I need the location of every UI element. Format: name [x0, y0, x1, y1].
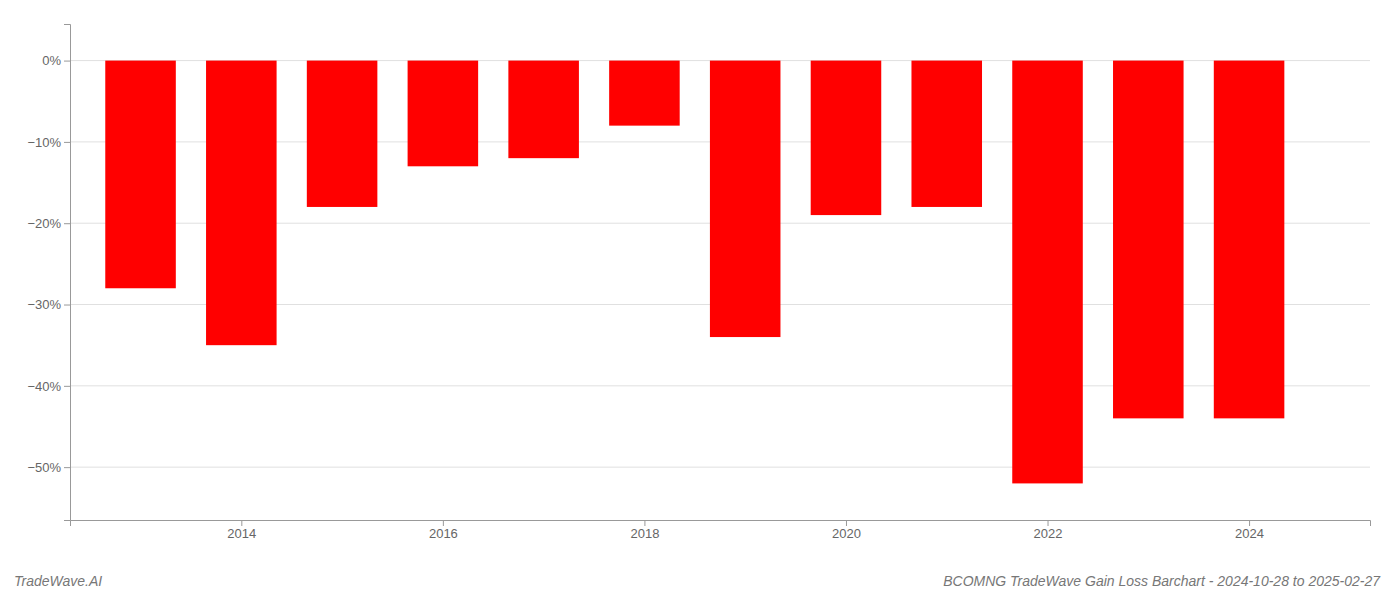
bar — [609, 61, 680, 126]
x-tick: 2016 — [429, 520, 458, 541]
y-tick-mark — [64, 305, 70, 306]
grid — [70, 61, 1370, 468]
x-tick: 2018 — [630, 520, 659, 541]
bar — [1012, 61, 1083, 484]
x-tick-mark — [241, 520, 242, 526]
y-axis: 0% −10% −20% −30% −40% −50% — [27, 25, 70, 521]
annotation: TradeWave.AI — [14, 573, 102, 589]
y-tick: −10% — [27, 135, 70, 150]
y-tick-label: −10% — [27, 135, 61, 150]
y-tick-label: −50% — [27, 460, 61, 475]
y-tick: −20% — [27, 216, 70, 231]
y-tick-mark — [64, 467, 70, 468]
y-tick-mark — [64, 142, 70, 143]
y-tick-label: −20% — [27, 216, 61, 231]
y-tick-mark — [64, 386, 70, 387]
y-axis-line — [64, 25, 71, 521]
bar — [408, 61, 479, 167]
y-tick: 0% — [42, 53, 70, 68]
x-tick-label: 2018 — [630, 526, 659, 541]
x-axis-line — [71, 521, 1371, 527]
x-axis: 2014 2016 2018 2020 2022 2024 — [71, 520, 1371, 541]
y-tick-label: −30% — [27, 297, 61, 312]
x-tick-mark — [1249, 520, 1250, 526]
y-tick-mark — [64, 223, 70, 224]
x-tick-mark — [1048, 520, 1049, 526]
y-tick: −40% — [27, 378, 70, 393]
bar — [710, 61, 781, 337]
y-tick: −30% — [27, 297, 70, 312]
bar — [1113, 61, 1184, 419]
x-tick: 2014 — [227, 520, 256, 541]
x-tick-mark — [846, 520, 847, 526]
x-tick-label: 2016 — [429, 526, 458, 541]
title: BCOMNG TradeWave Gain Loss Barchart - 20… — [943, 573, 1381, 589]
bars — [105, 61, 1284, 484]
x-tick-mark — [443, 520, 444, 526]
x-tick: 2020 — [832, 520, 861, 541]
chart-svg: 2014 2016 2018 2020 2022 2024 0% −10% −20% −30% −4… — [0, 0, 1400, 600]
x-tick-label: 2024 — [1235, 526, 1264, 541]
y-tick-label: −40% — [27, 378, 61, 393]
plot-area: 2014 2016 2018 2020 2022 2024 0% −10% −20% −30% −4… — [27, 25, 1370, 542]
x-tick-label: 2022 — [1034, 526, 1063, 541]
bar — [1214, 61, 1285, 419]
bar — [911, 61, 982, 207]
y-tick: −50% — [27, 460, 70, 475]
y-tick-label: 0% — [42, 53, 61, 68]
x-tick: 2024 — [1235, 520, 1264, 541]
x-tick-label: 2020 — [832, 526, 861, 541]
bar — [307, 61, 378, 207]
bar — [508, 61, 579, 159]
bar — [811, 61, 882, 215]
x-tick: 2022 — [1034, 520, 1063, 541]
bar — [206, 61, 277, 346]
x-tick-label: 2014 — [227, 526, 256, 541]
grid-line — [70, 467, 1370, 468]
x-tick-mark — [644, 520, 645, 526]
bar — [105, 61, 176, 289]
y-tick-mark — [64, 61, 70, 62]
